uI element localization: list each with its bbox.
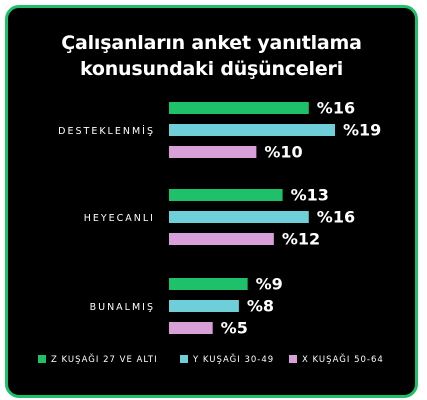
- legend-swatch: [289, 355, 297, 363]
- bar: [169, 124, 335, 136]
- bar: [169, 211, 309, 223]
- data-label: %10: [264, 143, 302, 162]
- bar: [169, 322, 213, 334]
- bar: [169, 102, 309, 114]
- legend-swatch: [180, 355, 188, 363]
- legend-label: Z KUŞAĞI 27 VE ALTI: [51, 353, 158, 365]
- data-label: %12: [282, 230, 320, 249]
- category-label: BUNALMIŞ: [90, 302, 155, 313]
- data-label: %16: [317, 99, 355, 118]
- bar: [169, 300, 239, 312]
- data-label: %9: [256, 275, 283, 294]
- data-label: %5: [221, 319, 248, 338]
- bar: [169, 233, 274, 245]
- data-label: %16: [317, 208, 355, 227]
- chart-title-line-2: konusundaki düşünceleri: [79, 58, 344, 80]
- category-label: HEYECANLI: [84, 213, 155, 224]
- legend-label: Y KUŞAĞI 30-49: [192, 353, 274, 365]
- bar: [169, 189, 283, 201]
- legend-swatch: [38, 355, 46, 363]
- bar: [169, 146, 257, 158]
- data-label: %19: [343, 121, 381, 140]
- data-label: %13: [291, 186, 329, 205]
- chart-title: Çalışanların anket yanıtlama konusundaki…: [8, 30, 415, 82]
- legend-label: X KUŞAĞI 50-64: [302, 353, 384, 365]
- category-label: DESTEKLENMİŞ: [58, 126, 155, 137]
- data-label: %8: [247, 297, 274, 316]
- chart-title-line-1: Çalışanların anket yanıtlama: [61, 32, 362, 54]
- bar: [169, 278, 248, 290]
